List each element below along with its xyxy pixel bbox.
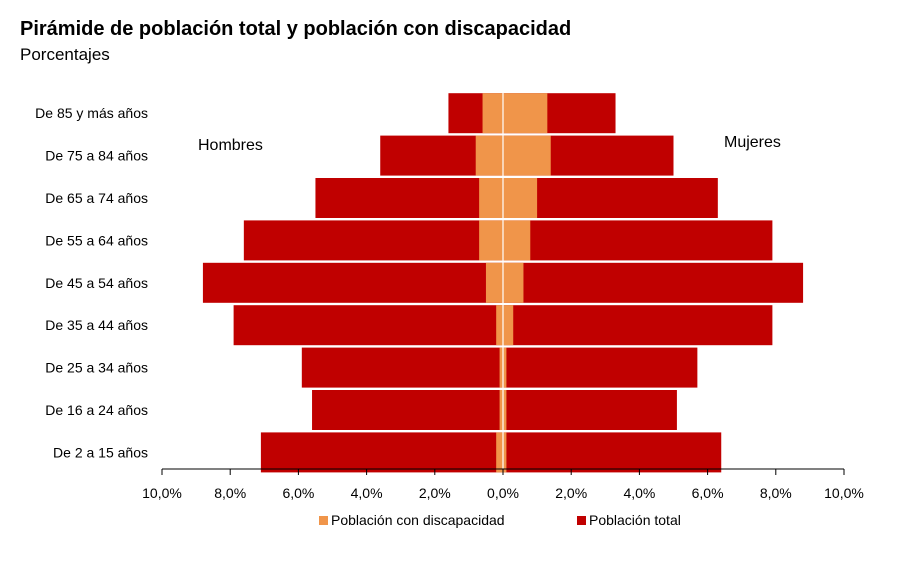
bar-total-mujeres <box>503 390 677 430</box>
bar-discapacidad-mujeres <box>503 178 538 218</box>
bar-discapacidad-hombres <box>496 305 503 346</box>
category-label: De 25 a 34 años <box>45 360 148 376</box>
legend-swatch-discapacidad <box>319 515 328 525</box>
legend-item-total: Población total <box>577 512 681 528</box>
category-label: De 35 a 44 años <box>45 317 148 333</box>
bar-total-mujeres <box>503 305 773 346</box>
bar-total-hombres <box>243 220 503 261</box>
x-tick-label: 10,0% <box>824 485 864 501</box>
bar-discapacidad-hombres <box>479 178 503 218</box>
bar-discapacidad-hombres <box>499 390 503 430</box>
chart-subtitle: Porcentajes <box>20 45 110 64</box>
bar-discapacidad-mujeres <box>503 432 507 473</box>
bar-discapacidad-mujeres <box>503 305 514 346</box>
category-label: De 75 a 84 años <box>45 148 148 164</box>
bar-discapacidad-hombres <box>479 220 503 261</box>
bar-discapacidad-mujeres <box>503 262 524 303</box>
bar-discapacidad-hombres <box>496 432 503 473</box>
bar-discapacidad-mujeres <box>503 347 507 388</box>
bar-total-mujeres <box>503 347 698 388</box>
side-label-mujeres: Mujeres <box>724 134 781 151</box>
legend-label-discapacidad: Población con discapacidad <box>331 512 505 528</box>
bar-total-hombres <box>202 262 504 303</box>
bar-total-hombres <box>312 390 503 430</box>
category-label: De 85 y más años <box>35 105 148 121</box>
bar-total-hombres <box>233 305 504 346</box>
bar-discapacidad-mujeres <box>503 93 548 134</box>
x-tick-label: 4,0% <box>351 485 383 501</box>
x-tick-label: 8,0% <box>214 485 246 501</box>
bar-discapacidad-mujeres <box>503 390 507 430</box>
x-tick-label: 4,0% <box>623 485 655 501</box>
bar-discapacidad-mujeres <box>503 220 531 261</box>
bar-total-hombres <box>260 432 503 473</box>
category-label: De 16 a 24 años <box>45 402 148 418</box>
category-label: De 65 a 74 años <box>45 190 148 206</box>
bar-discapacidad-hombres <box>485 262 503 303</box>
bar-total-mujeres <box>503 220 773 261</box>
side-label-hombres: Hombres <box>198 137 263 154</box>
bar-total-hombres <box>301 347 503 388</box>
legend-item-discapacidad: Población con discapacidad <box>319 512 505 528</box>
bar-total-mujeres <box>503 178 718 218</box>
chart-title: Pirámide de población total y población … <box>20 18 572 40</box>
x-tick-label: 10,0% <box>142 485 182 501</box>
bar-discapacidad-hombres <box>475 135 503 176</box>
bar-discapacidad-mujeres <box>503 135 551 176</box>
bar-total-hombres <box>315 178 503 218</box>
x-tick-label: 6,0% <box>282 485 314 501</box>
bar-discapacidad-hombres <box>482 93 503 134</box>
category-label: De 2 a 15 años <box>53 444 148 460</box>
x-tick-label: 6,0% <box>692 485 724 501</box>
category-label: De 55 a 64 años <box>45 232 148 248</box>
bar-total-mujeres <box>503 432 722 473</box>
legend-swatch-total <box>577 515 586 525</box>
legend-label-total: Población total <box>589 512 681 528</box>
x-tick-label: 0,0% <box>487 485 519 501</box>
x-tick-label: 8,0% <box>760 485 792 501</box>
category-label: De 45 a 54 años <box>45 275 148 291</box>
bar-discapacidad-hombres <box>499 347 503 388</box>
x-tick-label: 2,0% <box>419 485 451 501</box>
bar-total-mujeres <box>503 262 804 303</box>
x-tick-label: 2,0% <box>555 485 587 501</box>
